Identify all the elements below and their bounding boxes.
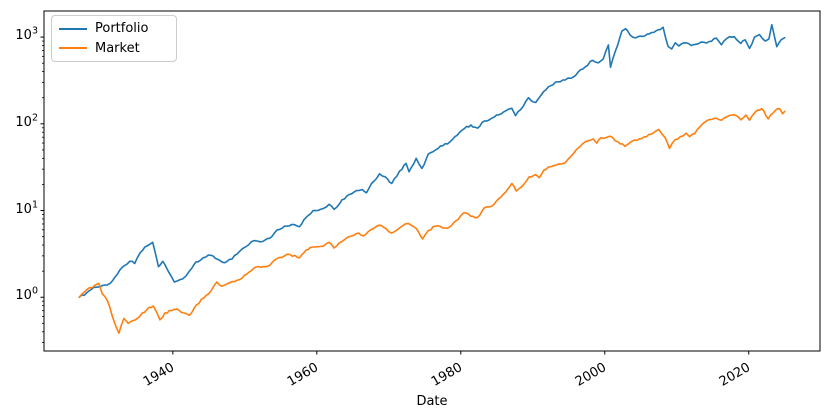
- legend-label-market: Market: [95, 40, 140, 56]
- x-axis-title: Date: [416, 394, 448, 409]
- legend-label-portfolio: Portfolio: [95, 21, 149, 37]
- market-series-line: [78, 107, 786, 334]
- portfolio-series-line: [78, 23, 786, 299]
- y-tick-label: 103: [15, 25, 38, 44]
- legend: Portfolio Market: [51, 15, 177, 62]
- portfolio-line-sample: [59, 27, 87, 30]
- market-line-sample: [59, 47, 87, 50]
- axes-spines: [43, 10, 821, 352]
- y-tick-label: 100: [15, 285, 38, 304]
- y-tick-label: 102: [15, 112, 38, 130]
- y-tick-label: 101: [15, 199, 38, 217]
- legend-item-market: Market: [59, 39, 169, 58]
- legend-item-portfolio: Portfolio: [59, 19, 169, 38]
